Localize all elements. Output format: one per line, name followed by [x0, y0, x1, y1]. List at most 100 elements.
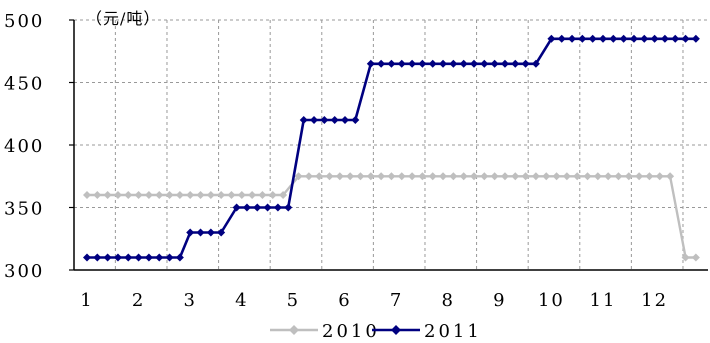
- data-point-2011: [531, 59, 540, 68]
- data-point-2011: [578, 34, 587, 43]
- data-point-2011: [568, 34, 577, 43]
- data-point-2011: [439, 59, 448, 68]
- data-point-2010: [93, 191, 102, 199]
- data-point-2010: [624, 172, 633, 181]
- data-point-2010: [144, 191, 153, 199]
- data-point-2011: [408, 59, 417, 68]
- data-point-2011: [418, 59, 427, 68]
- series-line-2010: [87, 175, 696, 259]
- data-point-2011: [671, 34, 680, 43]
- data-point-2011: [660, 34, 669, 43]
- data-point-2011: [124, 253, 133, 262]
- x-tick-label: 3: [183, 290, 196, 311]
- x-tick-label: 11: [590, 290, 617, 311]
- data-point-2010: [470, 172, 478, 181]
- y-tick-label: 450: [4, 74, 44, 95]
- data-point-2010: [500, 172, 509, 181]
- x-tick-label: 7: [390, 290, 403, 311]
- data-point-2010: [294, 172, 303, 181]
- data-point-2010: [124, 191, 133, 199]
- data-point-2010: [552, 172, 561, 181]
- data-point-2010: [459, 172, 468, 181]
- data-point-2011: [155, 253, 164, 262]
- data-point-2011: [397, 59, 406, 68]
- data-point-2010: [346, 172, 355, 181]
- data-point-2011: [144, 253, 153, 262]
- data-point-2010: [604, 172, 613, 181]
- data-point-2011: [175, 253, 184, 262]
- data-point-2011: [253, 203, 262, 212]
- data-point-2011: [588, 34, 597, 43]
- data-point-2011: [557, 34, 566, 43]
- data-point-2011: [681, 34, 690, 43]
- data-point-2010: [217, 191, 226, 199]
- data-point-2011: [609, 34, 618, 43]
- data-point-2010: [304, 172, 313, 181]
- data-point-2010: [583, 172, 592, 181]
- data-point-2011: [640, 34, 649, 43]
- data-point-2011: [93, 253, 102, 262]
- data-point-2011: [691, 34, 700, 43]
- gridlines: [74, 19, 708, 270]
- x-tick-label: 9: [493, 290, 506, 311]
- data-point-2011: [263, 203, 272, 212]
- data-point-2010: [248, 191, 257, 199]
- data-point-2011: [351, 116, 360, 124]
- legend-item-2011: 2011: [372, 321, 479, 342]
- data-point-2010: [377, 172, 386, 181]
- y-tick-label: 400: [4, 136, 44, 157]
- data-point-2011: [428, 59, 437, 68]
- data-point-2010: [335, 172, 344, 181]
- data-point-2011: [113, 253, 122, 262]
- data-point-2011: [490, 59, 499, 68]
- data-point-2011: [521, 59, 530, 68]
- data-point-2010: [175, 191, 184, 199]
- data-point-2010: [439, 172, 448, 181]
- series-line-2011: [87, 37, 696, 259]
- data-point-2011: [341, 116, 349, 124]
- data-point-2010: [165, 191, 174, 199]
- data-point-2011: [377, 59, 386, 68]
- x-tick-label: 1: [80, 290, 93, 311]
- x-tick-label: 6: [338, 290, 351, 311]
- data-point-2011: [196, 228, 205, 237]
- data-point-2011: [206, 228, 215, 237]
- data-point-2010: [645, 172, 654, 181]
- data-point-2011: [330, 116, 339, 124]
- legend-item-2010: 2010: [270, 321, 377, 342]
- data-point-2010: [521, 172, 530, 181]
- data-point-2010: [562, 172, 571, 181]
- data-point-2011: [599, 34, 607, 43]
- data-point-2010: [511, 172, 520, 181]
- data-point-2011: [629, 34, 638, 43]
- data-point-2011: [320, 116, 329, 124]
- data-point-2010: [531, 172, 540, 181]
- x-tick-label: 8: [441, 290, 454, 311]
- series-2010: [83, 172, 700, 262]
- legend-swatch-marker: [289, 325, 299, 335]
- data-point-2010: [542, 172, 551, 181]
- data-point-2010: [635, 172, 644, 181]
- data-point-2010: [227, 191, 236, 199]
- data-point-2011: [310, 116, 319, 124]
- data-point-2010: [258, 191, 267, 199]
- y-tick-label: 300: [4, 261, 44, 282]
- data-point-2010: [366, 172, 375, 181]
- data-point-2010: [279, 191, 288, 199]
- data-point-2011: [273, 203, 282, 212]
- data-point-2011: [242, 203, 251, 212]
- data-point-2011: [232, 203, 241, 212]
- data-point-2010: [614, 172, 623, 181]
- data-point-2010: [449, 172, 458, 181]
- data-point-2010: [573, 172, 582, 181]
- data-point-2011: [500, 59, 509, 68]
- data-point-2010: [237, 191, 246, 199]
- unit-label: （元/吨）: [86, 9, 160, 28]
- legend: 2010 2011: [270, 321, 479, 342]
- data-point-2010: [408, 172, 417, 181]
- data-point-2010: [387, 172, 396, 181]
- data-point-2011: [186, 228, 195, 237]
- data-point-2011: [387, 59, 396, 68]
- data-point-2010: [268, 191, 277, 199]
